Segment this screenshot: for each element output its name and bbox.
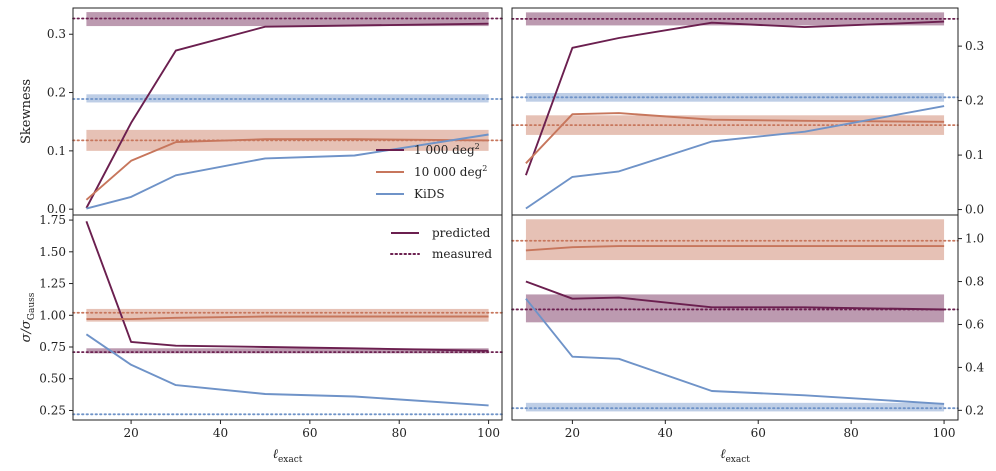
band-blue [525,402,945,412]
y-tick-label: 0.4 [965,360,984,374]
y-tick-label: 1.75 [39,213,66,227]
legend-label: measured [432,247,492,261]
x-tick-label: 80 [844,426,859,440]
band-blue [525,92,945,102]
series-line-blue [525,105,945,210]
y-tick-label: 0.0 [965,203,984,217]
y-tick-label: 0.3 [965,39,984,53]
axes-frame [511,7,959,216]
y-axis-label: σ/σGauss [19,292,37,342]
y-tick-label: 1.50 [39,245,66,259]
series-line-purple [525,280,945,311]
y-tick-label: 1.25 [39,277,66,291]
band-orange [525,219,945,261]
y-tick-label: 0.2 [965,403,984,417]
y-tick-label: 0.75 [39,340,66,354]
band-orange [86,129,489,151]
y-tick-label: 0.3 [47,27,66,41]
x-tick-label: 100 [477,426,500,440]
x-axis-label: ℓexact [273,447,303,465]
panel-bottom-right: 0.2 0.4 0.6 0.8 1.0 20 40 60 80 100 ℓexact [511,214,984,465]
y-tick-label: 0.25 [39,403,66,417]
band-purple [525,12,945,26]
legend-label: KiDS [414,187,445,201]
x-tick-label: 80 [392,426,407,440]
x-tick-label: 60 [302,426,317,440]
x-tick-label: 40 [658,426,673,440]
series-line-purple [85,220,489,352]
legend-label: predicted [432,226,491,240]
band-purple [86,12,489,27]
x-tick-label: 40 [213,426,228,440]
series-line-orange [85,138,489,201]
y-tick-label: 1.00 [39,308,66,322]
legend-label: 1 000 deg2 [414,142,480,157]
series-line-orange [525,112,945,164]
band-blue [86,94,489,103]
panel-top-left: 0.0 0.1 0.2 0.3 Skewness [19,7,503,216]
series-line-orange [525,245,945,252]
y-axis-label: Skewness [19,79,34,144]
legend-label: 10 000 deg2 [414,164,487,179]
x-tick-label: 20 [565,426,580,440]
band-purple [86,348,489,354]
series-line-purple [525,20,945,176]
axes-frame [72,214,503,421]
y-tick-label: 0.6 [965,317,984,331]
x-axis-label: ℓexact [720,447,750,465]
y-tick-label: 0.1 [47,144,66,158]
axes-frame [511,214,959,421]
legend-surveys: 1 000 deg2 10 000 deg2 KiDS [376,142,487,201]
series-line-blue [85,333,489,407]
y-tick-label: 0.50 [39,372,66,386]
series-line-blue [525,298,945,405]
y-tick-label: 0.2 [47,86,66,100]
band-orange [86,308,489,322]
series-line-blue [86,133,489,210]
y-tick-label: 0.0 [47,202,66,216]
panel-bottom-left: 0.25 0.50 0.75 1.00 1.25 1.50 1.75 20 40 60 80 100 ℓ… [19,213,503,465]
y-tick-label: 0.8 [965,275,984,289]
x-tick-label: 20 [123,426,138,440]
series-line-orange [86,315,489,321]
y-tick-label: 0.2 [965,94,984,108]
y-tick-label: 0.1 [965,148,984,162]
x-tick-label: 60 [751,426,766,440]
x-tick-label: 100 [933,426,956,440]
y-tick-label: 1.0 [965,232,984,246]
legend-linestyle: predicted measured [390,226,492,261]
panel-top-right: 0.0 0.1 0.2 0.3 [511,7,984,217]
series-line-purple [85,22,489,209]
